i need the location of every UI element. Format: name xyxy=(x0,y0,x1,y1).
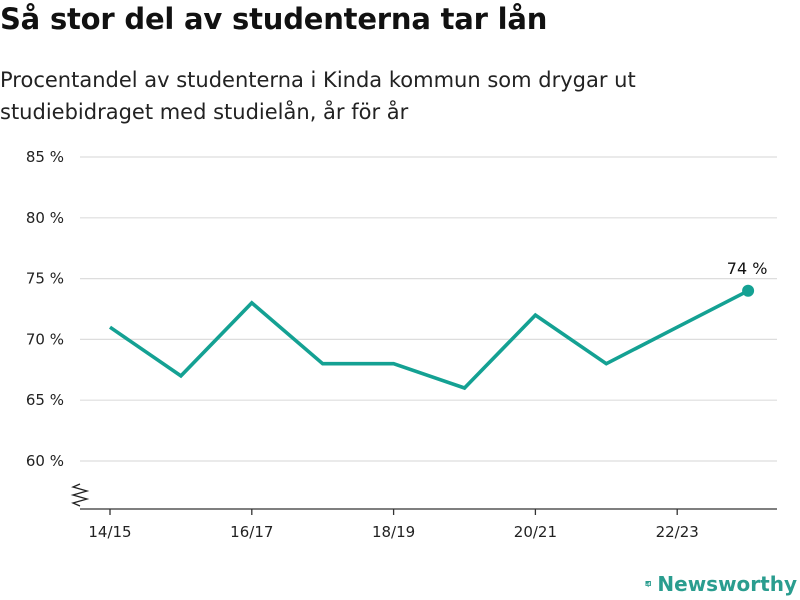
y-axis-ticks: 60 % 65 % 70 % 75 % 80 % 85 % xyxy=(26,148,64,470)
y-tick-label: 70 % xyxy=(26,330,64,348)
x-tick-label: 16/17 xyxy=(230,523,273,541)
x-tick-label: 20/21 xyxy=(514,523,557,541)
last-point-label: 74 % xyxy=(727,259,768,278)
y-tick-label: 75 % xyxy=(26,270,64,288)
series xyxy=(108,284,755,391)
x-tick-label: 22/23 xyxy=(656,523,699,541)
last-data-point xyxy=(742,284,755,297)
chart-title: Så stor del av studenterna tar lån xyxy=(0,2,548,36)
y-tick-label: 80 % xyxy=(26,209,64,227)
line-chart: 60 % 65 % 70 % 75 % 80 % 85 % 14/15 16/17 18/19… xyxy=(26,148,777,541)
brand-name: Newsworthy xyxy=(657,572,797,596)
axis-break-icon xyxy=(70,483,90,507)
newsworthy-logo-icon xyxy=(645,581,651,588)
x-tick-label: 14/15 xyxy=(88,523,131,541)
y-tick-label: 85 % xyxy=(26,148,64,166)
y-tick-label: 65 % xyxy=(26,391,64,409)
chart-subtitle: Procentandel av studenterna i Kinda komm… xyxy=(0,68,636,124)
x-tick-label: 18/19 xyxy=(372,523,415,541)
newsworthy-logo: Newsworthy xyxy=(645,569,797,599)
gridlines xyxy=(80,156,777,462)
y-tick-label: 60 % xyxy=(26,452,64,470)
x-axis-ticks: 14/15 16/17 18/19 20/21 22/23 xyxy=(88,509,699,541)
data-labels: 74 % xyxy=(727,259,768,278)
x-axis xyxy=(70,483,777,510)
series-line xyxy=(108,289,749,391)
